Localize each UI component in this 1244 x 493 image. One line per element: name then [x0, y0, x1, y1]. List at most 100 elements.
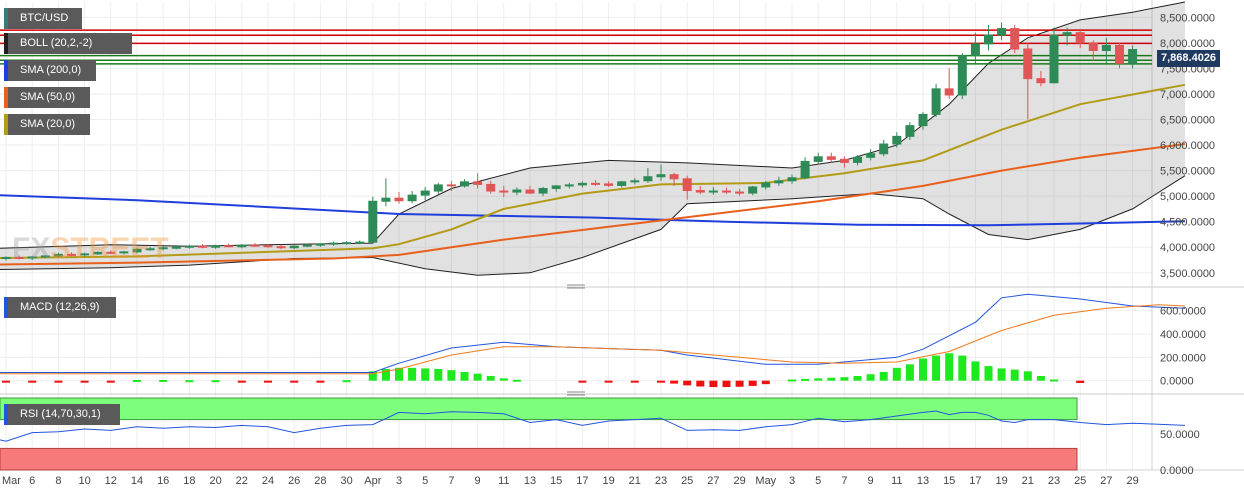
candle-body	[604, 183, 614, 186]
date-tick-label: 6	[29, 475, 35, 487]
macd-histogram-bar	[106, 380, 115, 383]
macd-histogram-bar	[1023, 371, 1032, 381]
macd-histogram-bar	[133, 379, 141, 382]
macd-histogram-bar	[460, 371, 469, 381]
macd-histogram-bar	[866, 374, 875, 381]
macd-histogram-bar	[905, 364, 914, 381]
candle-body	[853, 156, 862, 163]
candle-body	[984, 34, 993, 45]
candle-body	[407, 194, 417, 202]
candle-body	[944, 88, 954, 96]
candle-body	[643, 176, 653, 182]
candle-body	[460, 181, 469, 187]
macd-histogram-bar	[814, 378, 823, 381]
date-tick-label: 20	[209, 475, 221, 487]
candle-body	[276, 246, 286, 249]
candle-body	[132, 248, 142, 253]
date-tick-label: 7	[448, 475, 454, 487]
macd-histogram-bar	[919, 358, 927, 381]
candle-body	[1075, 32, 1085, 44]
date-tick-label: 26	[288, 475, 300, 487]
candle-body	[184, 245, 194, 248]
price-tick-label: 6,000.0000	[1160, 140, 1215, 152]
legend-boll[interactable]: BOLL (20,2,-2)	[4, 33, 132, 54]
candle-body	[80, 253, 90, 256]
macd-histogram-bar	[512, 379, 521, 382]
date-tick-label: 3	[396, 475, 402, 487]
macd-histogram-bar	[578, 380, 587, 383]
date-tick-label: Mar	[2, 475, 21, 487]
legend-macd[interactable]: MACD (12,26,9)	[4, 297, 116, 318]
macd-histogram-bar	[473, 373, 482, 381]
date-tick-label: 7	[841, 475, 847, 487]
date-tick-label: 25	[681, 475, 693, 487]
price-tick-label: 8,000.0000	[1160, 38, 1215, 50]
candle-body	[735, 191, 745, 194]
price-tick-label: 4,500.0000	[1160, 217, 1215, 229]
legend-rsi[interactable]: RSI (14,70,30,1)	[4, 404, 120, 425]
candle-body	[997, 28, 1007, 36]
candle-body	[839, 158, 849, 163]
candle-body	[289, 245, 299, 249]
candle-body	[1, 256, 11, 259]
legend-symbol[interactable]: BTC/USD	[4, 8, 82, 29]
candle-body	[669, 174, 679, 180]
macd-histogram-bar	[958, 355, 967, 381]
candle-body	[40, 255, 50, 258]
date-tick-label: 29	[1126, 475, 1138, 487]
candle-body	[1049, 34, 1059, 84]
candle-body	[774, 180, 784, 184]
candle-body	[1128, 49, 1138, 64]
price-tick-label: 4,000.0000	[1160, 242, 1215, 254]
macd-histogram-bar	[80, 380, 89, 383]
rsi-tick-label: 0.0000	[1160, 465, 1194, 477]
macd-histogram-bar	[657, 380, 665, 383]
candle-body	[211, 245, 221, 248]
candle-body	[905, 125, 915, 137]
macd-histogram-bar	[381, 369, 390, 381]
candle-body	[145, 248, 155, 251]
candle-body	[119, 251, 129, 254]
date-tick-label: 23	[655, 475, 667, 487]
candle-body	[27, 256, 37, 259]
date-tick-label: 29	[733, 475, 745, 487]
candle-body	[250, 244, 260, 247]
macd-histogram-bar	[735, 380, 744, 387]
macd-histogram-bar	[211, 380, 220, 383]
date-tick-label: 16	[157, 475, 169, 487]
legend-sma50[interactable]: SMA (50,0)	[4, 87, 90, 108]
date-tick-label: 5	[422, 475, 428, 487]
candle-body	[682, 178, 692, 192]
date-tick-label: Apr	[364, 475, 381, 487]
candle-body	[1023, 48, 1033, 80]
macd-tick-label: 600.0000	[1160, 306, 1206, 318]
candle-body	[564, 184, 574, 187]
macd-histogram-bar	[447, 370, 456, 381]
candle-body	[1036, 78, 1046, 84]
macd-histogram-bar	[984, 366, 993, 381]
legend-sma200[interactable]: SMA (200,0)	[4, 60, 96, 81]
price-tick-label: 5,000.0000	[1160, 191, 1215, 203]
candle-body	[748, 186, 758, 194]
candle-body	[473, 181, 483, 185]
legend-sma20[interactable]: SMA (20,0)	[4, 114, 90, 135]
macd-histogram-bar	[2, 380, 10, 383]
watermark-logo: FXSTREET	[12, 232, 169, 265]
candle-body	[761, 182, 771, 188]
candle-body	[722, 190, 731, 193]
bollinger-upper-line	[0, 1, 1186, 249]
date-tick-label: 19	[602, 475, 614, 487]
date-tick-label: 19	[995, 475, 1007, 487]
candle-body	[381, 197, 391, 202]
date-tick-label: 10	[78, 475, 90, 487]
date-tick-label: 17	[576, 475, 588, 487]
macd-histogram-bar	[28, 380, 37, 383]
candle-body	[106, 251, 116, 254]
macd-histogram-bar	[316, 380, 325, 383]
macd-histogram-bar	[1050, 379, 1058, 382]
candle-body	[499, 190, 509, 193]
macd-histogram-bar	[408, 367, 417, 381]
price-tick-label: 7,000.0000	[1160, 89, 1215, 101]
current-price-tag: 7,868.4026	[1157, 50, 1221, 67]
